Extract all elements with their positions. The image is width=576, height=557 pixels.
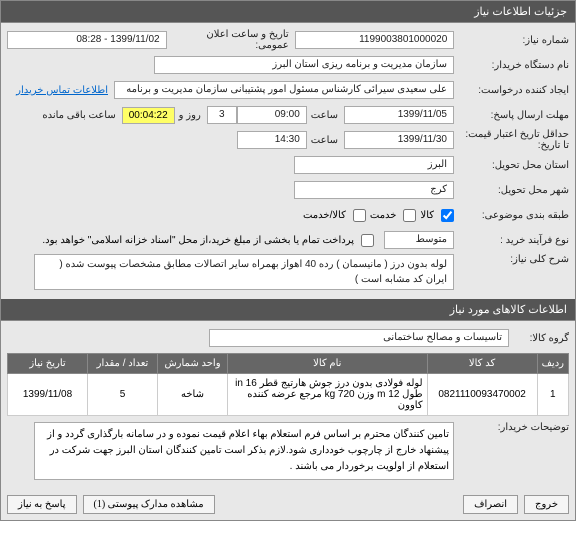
days-label: روز و xyxy=(179,110,201,121)
budget-both-checkbox[interactable] xyxy=(353,209,366,222)
cell-code: 0821110093470002 xyxy=(427,374,537,416)
col-name: نام کالا xyxy=(228,354,428,374)
col-qty: تعداد / مقدار xyxy=(88,354,158,374)
col-unit: واحد شمارش xyxy=(158,354,228,374)
need-title-value: لوله بدون درز ( مانیسمان ) رده 40 اهواز … xyxy=(34,254,454,290)
buyer-contact-link[interactable]: اطلاعات تماس خریدار xyxy=(16,85,108,96)
partial-pay-row: پرداخت تمام یا بخشی از مبلغ خرید،از محل … xyxy=(42,234,374,247)
budget-goods-checkbox[interactable] xyxy=(441,209,454,222)
items-section-body: گروه کالا: تاسیسات و مصالح ساختمانی ردیف… xyxy=(1,321,575,489)
attachments-button[interactable]: مشاهده مدارک پیوستی (1) xyxy=(83,495,215,514)
reply-button[interactable]: پاسخ به نیاز xyxy=(7,495,77,514)
col-date: تاریخ نیاز xyxy=(8,354,88,374)
footer-buttons: خروج انصراف مشاهده مدارک پیوستی (1) پاسخ… xyxy=(1,489,575,520)
delivery-city-value: کرج xyxy=(294,181,454,199)
need-number-value: 1199003801000020 xyxy=(295,31,455,49)
items-section-title: اطلاعات کالاهای مورد نیاز xyxy=(1,299,575,321)
buyer-notes-text: تامین کنندگان محترم بر اساس فرم استعلام … xyxy=(34,422,454,480)
partial-pay-checkbox[interactable] xyxy=(361,234,374,247)
cell-name: لوله فولادی بدون درز جوش هارتیج قطر 16 i… xyxy=(228,374,428,416)
days-value: 3 xyxy=(207,106,237,124)
deadline-date: 1399/11/05 xyxy=(344,106,454,124)
creator-label: ایجاد کننده درخواست: xyxy=(454,85,569,96)
min-price-label: حداقل تاریخ اعتبار قیمت: تا تاریخ: xyxy=(454,129,569,151)
exit-button[interactable]: خروج xyxy=(524,495,569,514)
public-datetime-label: تاریخ و ساعت اعلان عمومی: xyxy=(171,29,289,51)
process-type-label: نوع فرآیند خرید : xyxy=(454,235,569,246)
creator-value: علی سعیدی سیرائی کارشناس مسئول امور پشتی… xyxy=(114,81,454,99)
countdown-timer: 00:04:22 xyxy=(122,107,175,124)
cell-unit: شاخه xyxy=(158,374,228,416)
cell-date: 1399/11/08 xyxy=(8,374,88,416)
panel-title: جزئیات اطلاعات نیاز xyxy=(1,1,575,23)
table-row[interactable]: 1 0821110093470002 لوله فولادی بدون درز … xyxy=(8,374,569,416)
process-type-value: متوسط xyxy=(384,231,454,249)
need-details-panel: جزئیات اطلاعات نیاز شماره نیاز: 11990038… xyxy=(0,0,576,521)
buyer-notes-label: توضیحات خریدار: xyxy=(454,422,569,433)
deadline-time: 09:00 xyxy=(237,106,307,124)
timer-label: ساعت باقی مانده xyxy=(42,110,115,121)
budget-goods-label: کالا xyxy=(420,210,434,221)
public-datetime-value: 1399/11/02 - 08:28 xyxy=(7,31,167,49)
cell-index: 1 xyxy=(537,374,568,416)
budget-options: کالا خدمت کالا/خدمت xyxy=(303,209,454,222)
cancel-button[interactable]: انصراف xyxy=(463,495,518,514)
cell-qty: 5 xyxy=(88,374,158,416)
group-label: گروه کالا: xyxy=(509,333,569,344)
time-label-2: ساعت xyxy=(311,135,338,146)
partial-pay-label: پرداخت تمام یا بخشی از مبلغ خرید،از محل … xyxy=(42,235,354,246)
min-price-date: 1399/11/30 xyxy=(344,131,454,149)
items-header-row: ردیف کد کالا نام کالا واحد شمارش تعداد /… xyxy=(8,354,569,374)
min-price-time: 14:30 xyxy=(237,131,307,149)
group-value: تاسیسات و مصالح ساختمانی xyxy=(209,329,509,347)
budget-service-label: خدمت xyxy=(370,210,397,221)
delivery-province-value: البرز xyxy=(294,156,454,174)
budget-both-label: کالا/خدمت xyxy=(303,210,346,221)
need-title-label: شرح کلی نیاز: xyxy=(454,254,569,265)
budget-grp-label: طبقه بندی موضوعی: xyxy=(454,210,569,221)
buyer-org-value: سازمان مدیریت و برنامه ریزی استان البرز xyxy=(154,56,454,74)
panel-body: شماره نیاز: 1199003801000020 تاریخ و ساع… xyxy=(1,23,575,299)
budget-service-checkbox[interactable] xyxy=(403,209,416,222)
items-table: ردیف کد کالا نام کالا واحد شمارش تعداد /… xyxy=(7,353,569,416)
time-label-1: ساعت xyxy=(311,110,338,121)
buyer-org-label: نام دستگاه خریدار: xyxy=(454,60,569,71)
need-number-label: شماره نیاز: xyxy=(454,35,569,46)
col-code: کد کالا xyxy=(427,354,537,374)
delivery-province-label: استان محل تحویل: xyxy=(454,160,569,171)
deadline-label: مهلت ارسال پاسخ: xyxy=(454,110,569,121)
delivery-city-label: شهر محل تحویل: xyxy=(454,185,569,196)
col-index: ردیف xyxy=(537,354,568,374)
